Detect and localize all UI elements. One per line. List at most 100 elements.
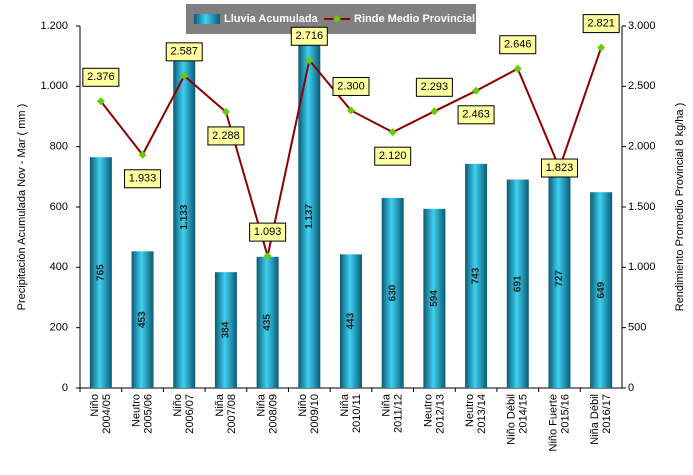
x-tick-label: 2009/10 — [309, 394, 321, 434]
label-box — [374, 146, 412, 166]
x-tick-label: Niño Débil — [506, 394, 518, 445]
y-tick-label: 1.200 — [40, 20, 68, 32]
y2-tick-label: 1.000 — [628, 261, 656, 273]
label-box — [457, 105, 495, 125]
line-value-label: 2.376 — [87, 71, 115, 83]
x-tick-label: 2004/05 — [101, 394, 113, 434]
y2-tick-label: 2.500 — [628, 80, 656, 92]
x-tick-label: 2006/07 — [184, 394, 196, 434]
x-tick-label: 2016/17 — [601, 394, 613, 434]
marker — [430, 107, 439, 116]
x-tick-label: 2014/15 — [518, 394, 530, 434]
bar — [465, 163, 488, 388]
label-box — [499, 35, 537, 55]
y2-axis-title: Rendimiento Promedio Provincial 8 kg/ha … — [674, 103, 686, 312]
bar — [89, 157, 112, 388]
y2-tick-label: 2.000 — [628, 141, 656, 153]
x-tick-label: Niño — [297, 394, 309, 417]
bar-value-label: 1.133 — [179, 204, 190, 229]
x-tick-label: Niño — [89, 394, 101, 417]
bar-value-label: 1.137 — [304, 204, 315, 229]
line-value-label: 2.293 — [421, 81, 449, 93]
bar — [590, 192, 613, 388]
line-value-label: 2.463 — [462, 109, 490, 121]
label-box — [249, 222, 287, 242]
label-box — [540, 158, 578, 178]
bar — [298, 45, 321, 388]
label-box — [124, 169, 162, 189]
x-tick-label: Niña — [214, 393, 226, 417]
bar-value-label: 435 — [262, 314, 273, 331]
marker — [347, 106, 355, 115]
line-value-label: 1.823 — [546, 162, 574, 174]
label-box — [82, 67, 120, 87]
legend-marker — [333, 15, 341, 23]
bar — [256, 256, 279, 388]
marker — [513, 64, 522, 73]
bar — [548, 168, 571, 388]
x-tick-label: Niña — [339, 393, 351, 417]
line-value-label: 2.300 — [337, 80, 365, 92]
label-box — [165, 42, 203, 62]
legend-label: Lluvia Acumulada — [224, 13, 319, 25]
y-tick-label: 800 — [50, 141, 68, 153]
marker — [472, 86, 481, 95]
x-tick-label: Niña — [381, 393, 393, 417]
x-tick-label: 2005/06 — [142, 394, 154, 434]
bar — [340, 254, 362, 388]
y-axis-title: Precipitación Acumulada Nov - Mar ( mm ) — [16, 104, 28, 311]
bar — [423, 208, 446, 388]
bar-value-label: 691 — [512, 275, 523, 292]
x-tick-label: 2012/13 — [434, 394, 446, 434]
line-value-label: 2.716 — [296, 30, 324, 42]
marker — [138, 150, 147, 159]
bar — [506, 179, 529, 388]
line-value-label: 2.288 — [212, 130, 240, 142]
y2-tick-label: 1.500 — [628, 201, 656, 213]
line-value-label: 2.120 — [379, 150, 407, 162]
x-tick-label: 2007/08 — [226, 394, 238, 434]
y-tick-label: 400 — [50, 261, 68, 273]
bar-value-label: 727 — [554, 270, 565, 287]
bar — [381, 197, 404, 388]
y2-tick-label: 3.000 — [628, 20, 656, 32]
marker — [305, 56, 314, 65]
x-tick-label: 2010/11 — [351, 394, 363, 433]
x-tick-label: Niño — [172, 394, 184, 417]
x-tick-label: Neutro — [422, 394, 434, 427]
bar-value-label: 453 — [137, 311, 148, 328]
y-tick-label: 0 — [62, 382, 68, 394]
line-value-label: 2.821 — [587, 18, 615, 30]
bar-value-label: 384 — [221, 321, 232, 338]
y-tick-label: 600 — [50, 201, 68, 213]
legend-label: Rinde Medio Provincial — [354, 13, 475, 25]
x-tick-label: Niño Fuerte — [547, 394, 559, 451]
marker — [180, 71, 189, 80]
label-box — [582, 14, 620, 34]
label-box — [415, 77, 453, 97]
label-box — [207, 126, 245, 146]
bar — [173, 46, 196, 388]
label-box — [290, 26, 328, 46]
line-value-label: 1.093 — [254, 226, 282, 238]
bar-value-label: 594 — [429, 290, 440, 307]
bar — [214, 272, 237, 388]
x-tick-label: Neutro — [464, 394, 476, 427]
bar-value-label: 649 — [596, 281, 607, 298]
x-tick-label: Niña Débil — [589, 394, 601, 445]
bar-value-label: 765 — [95, 264, 106, 281]
marker — [96, 97, 105, 106]
marker — [597, 43, 606, 52]
marker — [221, 107, 230, 116]
line-value-label: 2.587 — [170, 46, 198, 58]
x-tick-label: Niña — [256, 393, 268, 417]
line-value-label: 1.933 — [129, 173, 157, 185]
y-tick-label: 200 — [50, 322, 68, 334]
bar-value-label: 743 — [471, 267, 482, 284]
label-box — [332, 76, 370, 96]
y2-tick-label: 500 — [628, 322, 646, 334]
y-tick-label: 1.000 — [40, 80, 68, 92]
y2-tick-label: 0 — [628, 382, 634, 394]
bar-value-label: 630 — [387, 284, 398, 301]
